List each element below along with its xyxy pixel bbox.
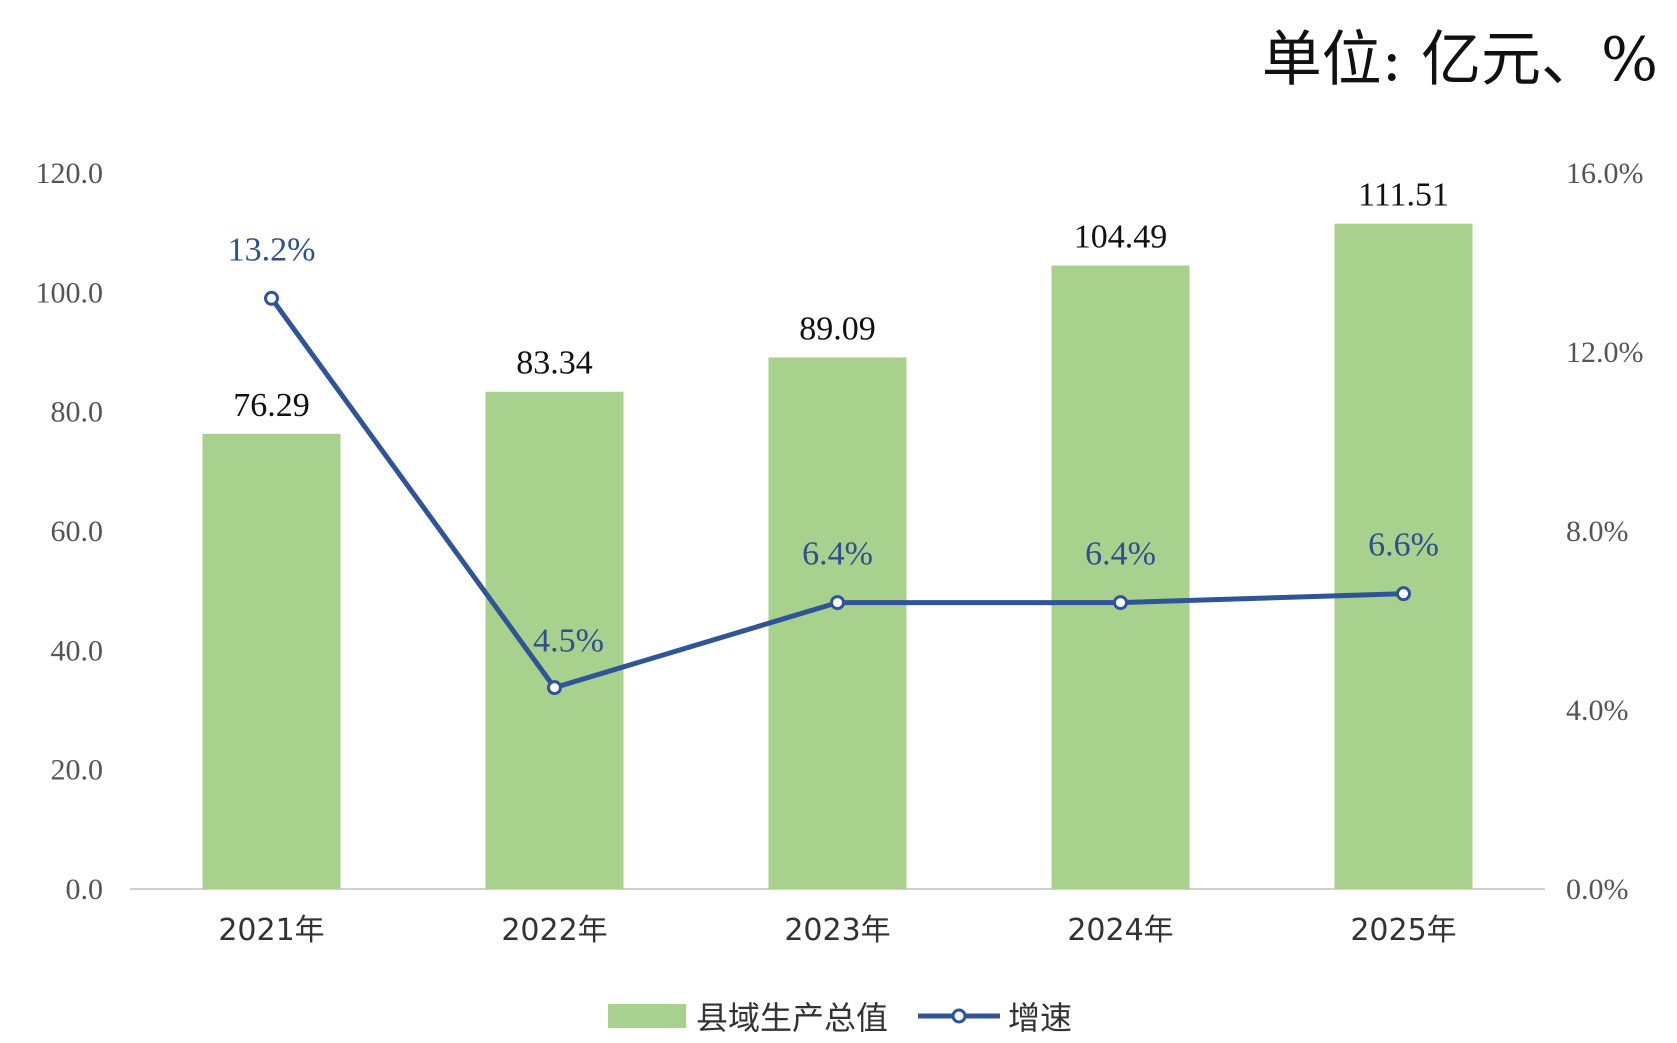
line-point — [1396, 586, 1411, 602]
bar — [202, 433, 341, 889]
bar-value-label: 89.09 — [799, 310, 876, 347]
legend-bar-swatch — [608, 1004, 686, 1028]
left-axis-tick: 120.0 — [36, 157, 104, 190]
line-point — [830, 595, 845, 611]
line-point — [1113, 595, 1128, 611]
line-value-label: 13.2% — [228, 231, 316, 268]
category-label: 2025年 — [1350, 913, 1456, 948]
category-label: 2023年 — [784, 913, 890, 948]
bar-labels: 76.29 83.34 89.09 104.49 111.51 — [233, 177, 1449, 424]
bar — [485, 391, 624, 889]
left-axis-tick: 100.0 — [36, 276, 104, 309]
right-axis-tick: 0.0% — [1566, 873, 1629, 906]
left-axis-tick: 20.0 — [51, 754, 104, 787]
line-value-label: 6.4% — [1085, 536, 1156, 573]
category-label: 2021年 — [218, 913, 324, 948]
right-axis: 0.0% 4.0% 8.0% 12.0% 16.0% — [1566, 157, 1644, 906]
line-value-label: 6.4% — [802, 536, 873, 573]
right-axis-tick: 12.0% — [1566, 336, 1644, 369]
unit-label: 单位: 亿元、% — [1262, 25, 1658, 95]
left-axis-tick: 40.0 — [51, 634, 104, 667]
legend-line-label: 增速 — [1008, 999, 1072, 1037]
right-axis-tick: 8.0% — [1566, 515, 1629, 548]
right-axis-tick: 4.0% — [1566, 694, 1629, 727]
bar — [1334, 223, 1473, 890]
legend-bar-label: 县域生产总值 — [696, 999, 888, 1037]
line-point — [547, 680, 562, 696]
line-value-label: 6.6% — [1368, 527, 1439, 564]
bar-value-label: 104.49 — [1074, 219, 1168, 256]
line-point — [264, 290, 279, 306]
bar — [1051, 265, 1190, 890]
bar-value-label: 76.29 — [233, 387, 310, 424]
legend: 县域生产总值 增速 — [608, 999, 1072, 1037]
category-label: 2022年 — [501, 913, 607, 948]
left-axis-tick: 80.0 — [51, 396, 104, 429]
category-label: 2024年 — [1067, 913, 1173, 948]
line-series: 13.2% 4.5% 6.4% 6.4% 6.6% — [228, 231, 1439, 696]
left-axis-tick: 60.0 — [51, 515, 104, 548]
left-axis-tick: 0.0 — [66, 873, 104, 906]
line-value-label: 4.5% — [533, 623, 604, 660]
bar-value-label: 111.51 — [1358, 177, 1449, 214]
left-axis: 0.0 20.0 40.0 60.0 80.0 100.0 120.0 — [36, 157, 104, 906]
bar-series — [202, 223, 1473, 890]
legend-line-marker — [951, 1008, 967, 1024]
right-axis-tick: 16.0% — [1566, 157, 1644, 190]
bar — [768, 357, 907, 889]
category-axis: 2021年 2022年 2023年 2024年 2025年 — [218, 913, 1456, 948]
bar-value-label: 83.34 — [516, 345, 593, 382]
